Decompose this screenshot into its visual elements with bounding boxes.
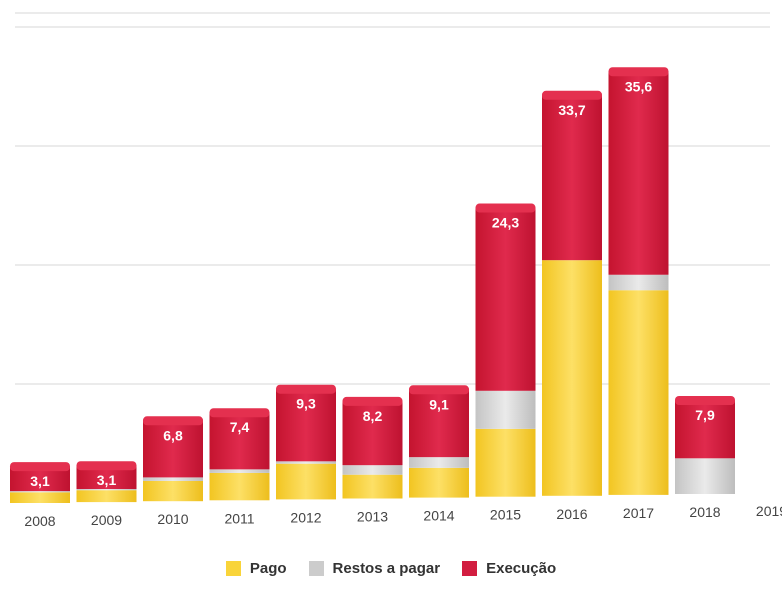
bar-execucao-2016 <box>542 94 602 261</box>
bar-execucao-2009 <box>76 465 137 490</box>
bar-restos-a-pagar-2018 <box>675 458 735 494</box>
bar-cap-2013 <box>342 396 403 406</box>
legend-item-pago: Pago <box>225 560 287 577</box>
x-tick-label-2009: 2009 <box>91 512 122 528</box>
x-tick-label-2012: 2012 <box>290 509 321 525</box>
bar-pago-2013 <box>342 474 403 499</box>
bar-restos-a-pagar-2017 <box>608 274 669 291</box>
x-tick-label-2016: 2016 <box>556 506 587 522</box>
bar-pago-2008 <box>10 492 70 503</box>
bar-total-label-2014: 9,1 <box>429 396 449 412</box>
bar-pago-2017 <box>608 290 669 495</box>
bar-total-label-2016: 33,7 <box>558 102 585 118</box>
bar-execucao-2010 <box>143 420 203 478</box>
bar-restos-a-pagar-2015 <box>475 390 536 429</box>
bar-total-label-2015: 24,3 <box>492 215 519 231</box>
bars: 3,1 3,1 6,8 7,4 9,3 8,2 9,1 24,3 33,7 35,6 7,9 <box>10 67 735 503</box>
x-tick-label-2008: 2008 <box>24 513 55 529</box>
bar-restos-a-pagar-2014 <box>409 457 469 468</box>
bar-total-label-2018: 7,9 <box>695 407 715 423</box>
x-axis-labels: 2008 2009 2010 2011 2012 2013 2014 2015 2016 2017… <box>24 503 782 529</box>
bar-execucao-2011 <box>209 412 270 470</box>
x-tick-label-2017: 2017 <box>623 505 654 521</box>
bar-total-label-2017: 35,6 <box>625 78 652 94</box>
legend-swatch-restos-a-pagar <box>308 561 324 576</box>
bar-cap-2014 <box>409 385 469 395</box>
bar-execucao-2017 <box>608 71 669 275</box>
bar-total-label-2011: 7,4 <box>230 419 250 435</box>
bar-cap-2016 <box>542 90 602 100</box>
bar-pago-2011 <box>209 472 270 501</box>
bar-execucao-2018 <box>675 399 735 459</box>
bar-cap-2012 <box>276 384 336 394</box>
legend-swatch-pago <box>225 561 241 576</box>
legend-swatch-execucao <box>462 561 478 576</box>
bar-cap-2010 <box>143 416 203 426</box>
bar-restos-a-pagar-2011 <box>209 469 270 473</box>
legend-item-execucao: Execução <box>462 560 556 577</box>
bar-pago-2014 <box>409 467 469 498</box>
bar-cap-2008 <box>10 462 70 472</box>
bar-restos-a-pagar-2009 <box>76 489 137 491</box>
bar-total-label-2012: 9,3 <box>296 396 316 412</box>
bar-execucao-2012 <box>276 388 336 462</box>
bar-restos-a-pagar-2010 <box>143 477 203 481</box>
x-tick-label-2011: 2011 <box>224 510 254 526</box>
x-tick-label-2018: 2018 <box>689 504 720 520</box>
x-tick-label-2010: 2010 <box>157 511 188 527</box>
bar-cap-2018 <box>675 395 735 405</box>
bar-cap-2017 <box>608 67 669 77</box>
bar-pago-2016 <box>542 260 602 496</box>
legend-label-pago: Pago <box>249 560 287 577</box>
bar-pago-2010 <box>143 480 203 502</box>
bar-restos-a-pagar-2012 <box>276 461 336 464</box>
x-tick-label-2015: 2015 <box>490 507 521 523</box>
stacked-bar-chart: 3,1 3,1 6,8 7,4 9,3 8,2 9,1 24,3 33,7 35,6 7,9 200… <box>10 12 782 529</box>
x-tick-label-2014: 2014 <box>423 508 454 524</box>
bar-cap-2011 <box>209 408 270 418</box>
bar-total-label-2013: 8,2 <box>363 408 383 424</box>
bar-total-label-2008: 3,1 <box>30 473 50 489</box>
bar-cap-2009 <box>76 461 137 471</box>
bar-pago-2012 <box>276 463 336 500</box>
legend-item-restos-a-pagar: Restos a pagar <box>308 560 441 577</box>
bar-total-label-2010: 6,8 <box>163 427 183 443</box>
bar-execucao-2013 <box>342 400 403 466</box>
legend-label-execucao: Execução <box>486 560 557 577</box>
x-tick-label-2019: 2019 <box>756 503 782 519</box>
bar-cap-2015 <box>475 203 536 213</box>
legend-label-restos-a-pagar: Restos a pagar <box>332 560 441 577</box>
bar-execucao-2014 <box>409 389 469 458</box>
bar-total-label-2009: 3,1 <box>97 472 117 488</box>
bar-pago-2015 <box>475 428 536 497</box>
x-tick-label-2013: 2013 <box>357 509 388 525</box>
bar-execucao-2015 <box>475 207 536 391</box>
bar-restos-a-pagar-2008 <box>10 491 70 493</box>
legend: Pago Restos a pagar Execução <box>0 560 782 577</box>
bar-restos-a-pagar-2013 <box>342 465 403 475</box>
bar-pago-2009 <box>76 490 137 503</box>
